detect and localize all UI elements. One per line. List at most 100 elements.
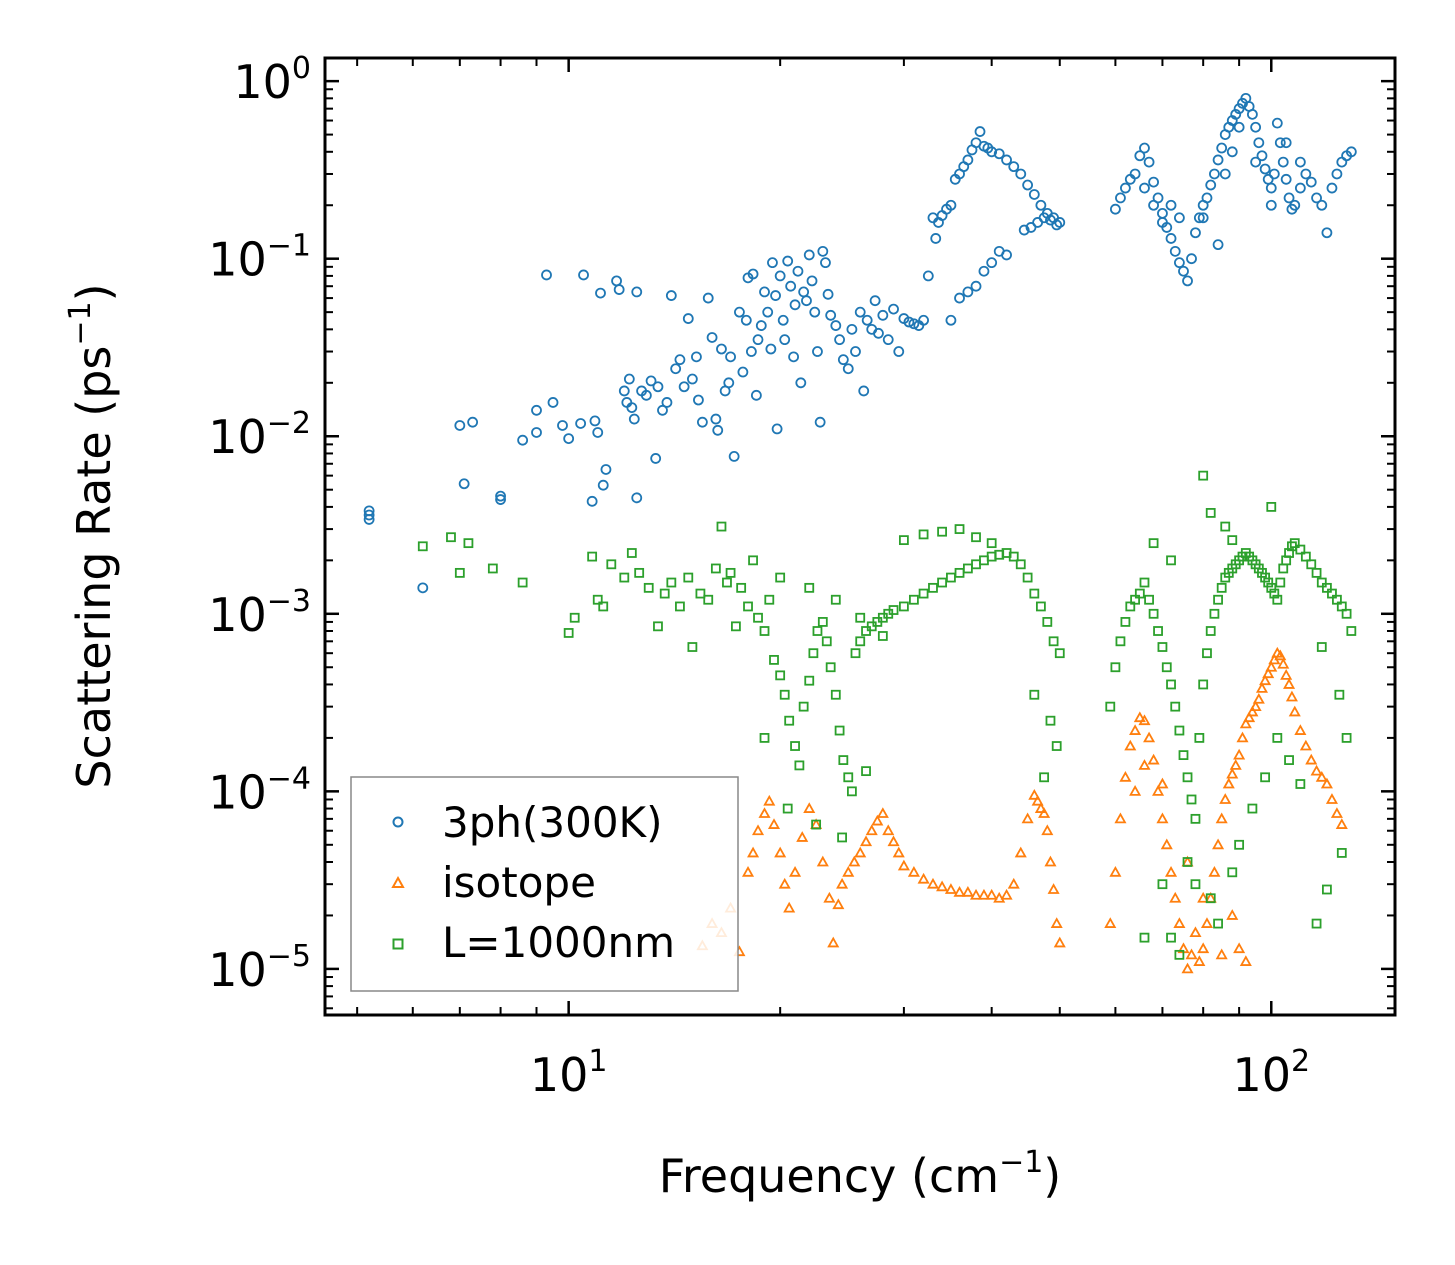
data-point	[1041, 824, 1054, 836]
data-point	[812, 626, 823, 636]
data-point	[918, 314, 929, 326]
data-point	[1193, 212, 1205, 224]
data-point	[962, 563, 973, 574]
data-point	[848, 855, 861, 867]
data-point	[1213, 918, 1223, 929]
data-point	[1341, 733, 1352, 743]
data-point	[1294, 182, 1306, 194]
data-point	[1305, 753, 1318, 765]
data-point	[1039, 772, 1050, 783]
data-point	[722, 577, 732, 588]
data-point	[817, 617, 828, 627]
data-point	[1182, 275, 1193, 287]
data-point	[820, 257, 831, 269]
data-point	[971, 532, 981, 543]
data-point	[1246, 705, 1259, 717]
data-point	[1277, 156, 1289, 168]
data-point	[1014, 846, 1027, 858]
legend-label-isotope: isotope	[442, 858, 596, 907]
data-point	[1280, 669, 1293, 680]
y-tick-label: 100	[233, 51, 311, 109]
data-point	[1166, 679, 1176, 690]
data-point	[1178, 265, 1189, 277]
data-point	[1326, 182, 1338, 194]
data-point	[1129, 785, 1142, 796]
data-point	[930, 233, 942, 244]
y-axis-label: Scattering Rate (ps−1)	[63, 283, 121, 788]
data-point	[1166, 555, 1176, 566]
series-0	[363, 92, 1357, 594]
data-point	[737, 366, 749, 378]
data-point	[1156, 777, 1169, 789]
data-point	[598, 601, 609, 612]
data-point	[1216, 142, 1228, 154]
data-point	[1008, 161, 1020, 173]
data-point	[1148, 608, 1159, 619]
data-point	[979, 555, 989, 566]
data-point	[1285, 690, 1298, 702]
data-point	[784, 715, 795, 726]
data-point	[626, 402, 638, 413]
data-point	[809, 306, 821, 318]
data-point	[1173, 212, 1185, 224]
data-point	[764, 594, 775, 605]
data-point	[767, 818, 781, 829]
data-point	[770, 290, 781, 301]
data-point	[716, 343, 727, 355]
data-point	[759, 286, 770, 298]
data-point	[1320, 777, 1333, 789]
data-point	[1157, 642, 1168, 652]
data-point	[1310, 764, 1323, 776]
data-point	[575, 418, 587, 429]
data-point	[1205, 893, 1216, 904]
data-point	[1305, 176, 1317, 188]
legend-frame	[350, 776, 739, 992]
data-point	[710, 413, 722, 425]
data-point	[1239, 955, 1252, 966]
data-point	[748, 555, 758, 566]
data-point	[696, 416, 708, 428]
data-point	[876, 807, 889, 818]
data-point	[803, 802, 816, 813]
data-point	[986, 538, 997, 549]
data-point	[1185, 948, 1198, 960]
data-point	[487, 563, 498, 574]
data-point	[774, 270, 786, 282]
data-point	[1265, 182, 1277, 194]
data-point	[1233, 942, 1246, 954]
data-point	[1229, 759, 1242, 770]
data-point	[1327, 588, 1337, 599]
data-point	[986, 146, 998, 158]
data-point	[763, 794, 776, 806]
data-point	[725, 567, 736, 578]
legend-marker-3ph	[392, 816, 404, 828]
data-point	[1173, 257, 1185, 269]
data-point	[1239, 717, 1252, 729]
data-point	[1266, 501, 1277, 512]
data-point	[1170, 701, 1181, 712]
data-point	[728, 450, 740, 462]
data-point	[782, 803, 793, 814]
data-point	[631, 492, 643, 504]
data-point	[1311, 567, 1322, 578]
data-point	[1008, 551, 1019, 562]
data-point	[595, 287, 606, 299]
data-point	[1275, 577, 1286, 588]
data-point	[1272, 733, 1283, 743]
data-point	[592, 594, 603, 605]
data-point	[1322, 884, 1332, 895]
data-point	[1157, 217, 1168, 228]
data-point	[970, 280, 982, 292]
data-point	[1190, 227, 1201, 239]
data-point	[971, 559, 981, 570]
data-point	[1259, 674, 1272, 686]
data-point	[798, 701, 809, 712]
data-point	[892, 846, 905, 858]
data-point	[1139, 142, 1150, 154]
data-point	[898, 535, 909, 546]
data-point	[1029, 588, 1040, 599]
data-point	[1105, 701, 1116, 712]
data-point	[706, 332, 718, 343]
data-point	[832, 898, 845, 910]
data-point	[1190, 879, 1201, 890]
